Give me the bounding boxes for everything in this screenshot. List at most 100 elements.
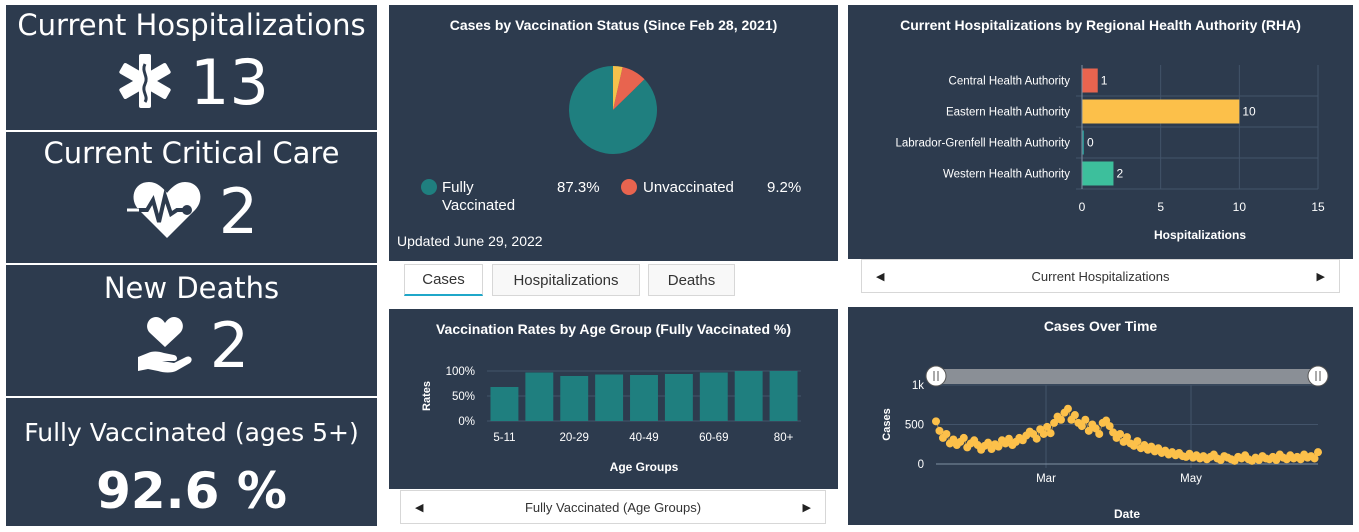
legend-unvaccinated[interactable]: Unvaccinated 9.2%: [621, 177, 821, 199]
pie-chart: [569, 66, 657, 154]
data-point: [1310, 454, 1319, 463]
data-point: [942, 429, 951, 438]
range-slider-handle[interactable]: [925, 365, 947, 387]
legend-swatch: [621, 179, 637, 195]
x-tick-label: 20-29: [560, 432, 589, 444]
data-label: 1: [1101, 74, 1108, 88]
x-tick-label: 10: [1233, 200, 1247, 214]
data-point: [1043, 422, 1052, 431]
bar: [560, 376, 589, 421]
tab-hospitalizations[interactable]: Hospitalizations: [492, 264, 640, 296]
y-tick-label: 500: [905, 420, 924, 432]
next-arrow-icon[interactable]: ▶: [1316, 270, 1325, 283]
previous-arrow-icon[interactable]: ◀: [876, 270, 885, 283]
kpi-value: 2: [209, 309, 250, 382]
y-tick-label: 50%: [452, 391, 475, 403]
data-point: [1133, 437, 1142, 446]
hand-holding-heart-icon: [134, 313, 196, 380]
data-point: [1105, 422, 1114, 431]
data-point: [1032, 434, 1041, 443]
data-point: [1057, 415, 1066, 424]
y-tick-label: 1k: [912, 380, 924, 392]
bar: [595, 374, 624, 421]
data-point: [1081, 415, 1090, 424]
category-label: Western Health Authority: [943, 169, 1070, 181]
kpi-title: Fully Vaccinated (ages 5+): [24, 418, 359, 447]
x-tick-label: 80+: [774, 432, 794, 444]
x-axis-title: Hospitalizations: [1154, 228, 1246, 242]
next-arrow-icon[interactable]: ▶: [802, 501, 811, 514]
panel-title: Cases Over Time: [1043, 318, 1158, 334]
panel-title: Cases by Vaccination Status (Since Feb 2…: [449, 17, 778, 33]
kpi-value: 92.6 %: [96, 462, 287, 520]
data-point: [932, 417, 940, 426]
x-axis-title: Age Groups: [610, 460, 679, 474]
bar: [1082, 99, 1240, 124]
cases-over-time-panel: Cases Over Time 0 500 1k Mar May Date Cases: [848, 307, 1353, 525]
x-tick-label: 5-11: [493, 432, 515, 444]
pie-slice: [613, 66, 623, 110]
data-point: [1063, 404, 1072, 413]
kpi-value: 2: [218, 174, 259, 248]
kpi-fully-vaccinated: Fully Vaccinated (ages 5+) 92.6 %: [6, 398, 377, 526]
data-point: [1084, 426, 1093, 435]
rha-panel: Current Hospitalizations by Regional Hea…: [848, 5, 1353, 259]
tab-deaths[interactable]: Deaths: [648, 264, 735, 296]
panel-title: Vaccination Rates by Age Group (Fully Va…: [435, 321, 792, 337]
pie-slice: [613, 67, 645, 110]
cases-scatter-chart: 0 500 1k Mar May Date Cases: [881, 365, 1329, 521]
data-point: [1123, 433, 1131, 442]
rha-bar-chart: 0 5 10 15 Central Health Authority 1 Eastern H…: [895, 65, 1325, 242]
data-point: [1077, 422, 1086, 431]
data-point: [1095, 429, 1104, 438]
kpi-new-deaths: New Deaths 2: [6, 265, 377, 396]
bar: [490, 387, 519, 421]
data-point: [1314, 448, 1322, 457]
bar: [1082, 161, 1114, 186]
kpi-value: 13: [190, 46, 269, 119]
kpi-title: Current Hospitalizations: [17, 8, 366, 42]
data-point: [1050, 418, 1059, 427]
x-tick-label: May: [1180, 473, 1202, 485]
tab-cases[interactable]: Cases: [404, 264, 483, 296]
legend-swatch: [421, 179, 437, 195]
x-tick-label: 60-69: [699, 432, 728, 444]
kpi-title: Current Critical Care: [43, 136, 340, 170]
legend-label: Fully Vaccinated: [442, 179, 516, 214]
category-label: Central Health Authority: [949, 76, 1071, 88]
bar: [664, 374, 693, 421]
panel-title: Current Hospitalizations by Regional Hea…: [900, 17, 1301, 33]
bar: [525, 372, 554, 421]
age-group-selector[interactable]: ◀ Fully Vaccinated (Age Groups) ▶: [400, 490, 826, 524]
y-tick-label: 0%: [458, 416, 475, 428]
y-axis-title: Rates: [421, 381, 433, 411]
range-slider-handle[interactable]: [1307, 365, 1329, 387]
data-label: 10: [1242, 105, 1256, 119]
x-tick-label: 40-49: [629, 432, 658, 444]
bar: [1082, 130, 1084, 155]
data-label: 0: [1087, 136, 1094, 150]
data-label: 2: [1116, 167, 1123, 181]
age-bar-chart: 0% 50% 100% 5-11 20-29 40-49 60-69 80+ Age Group…: [421, 366, 801, 474]
y-axis-title: Cases: [881, 408, 893, 440]
bar: [734, 371, 763, 421]
legend-label: Unvaccinated: [643, 179, 734, 196]
updated-text: Updated June 29, 2022: [397, 233, 543, 249]
x-tick-label: 15: [1311, 200, 1325, 214]
x-tick-label: Mar: [1036, 473, 1056, 485]
x-axis-title: Date: [1114, 507, 1140, 521]
bar: [769, 371, 798, 421]
range-slider-track[interactable]: [936, 369, 1318, 384]
data-point: [1039, 429, 1048, 438]
data-point: [1116, 429, 1125, 438]
y-tick-label: 100%: [446, 366, 475, 378]
kpi-hospitalizations: Current Hospitalizations 13: [6, 5, 377, 130]
category-label: Labrador-Grenfell Health Authority: [895, 138, 1070, 150]
data-point: [959, 433, 968, 442]
legend-fully-vaccinated[interactable]: Fully Vaccinated 87.3%: [421, 177, 621, 217]
previous-arrow-icon[interactable]: ◀: [415, 501, 424, 514]
rha-selector[interactable]: ◀ Current Hospitalizations ▶: [861, 259, 1340, 293]
selector-label: Fully Vaccinated (Age Groups): [524, 499, 702, 515]
bar: [699, 372, 728, 421]
x-tick-label: 0: [1079, 200, 1086, 214]
